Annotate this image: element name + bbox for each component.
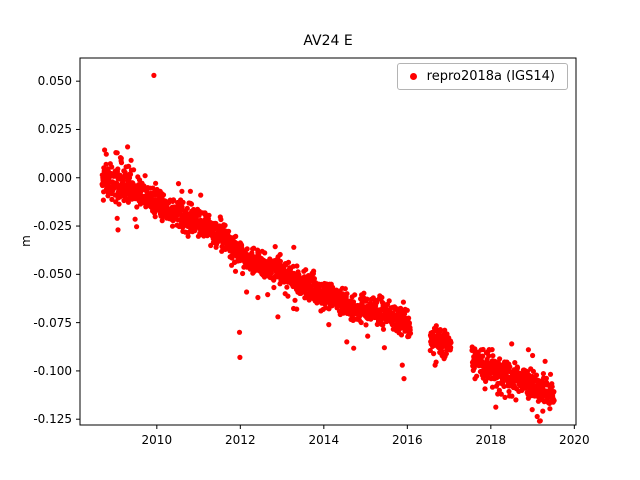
x-tick-label: 2020	[559, 433, 590, 447]
legend: repro2018a (IGS14)	[396, 63, 568, 90]
y-tick-label: -0.125	[33, 412, 72, 427]
legend-label: repro2018a (IGS14)	[426, 69, 555, 84]
x-tick-label: 2018	[475, 433, 507, 447]
x-tick-label: 2012	[225, 433, 256, 447]
legend-marker-dot-icon	[409, 73, 417, 80]
scatter-series	[99, 72, 557, 424]
chart-title: AV24 E	[303, 33, 353, 49]
axes-frame	[79, 57, 577, 426]
x-tick-label: 2014	[308, 433, 340, 447]
y-tick-label: 0.050	[37, 74, 72, 89]
x-tick-label: 2016	[392, 433, 423, 447]
y-tick-label: -0.025	[33, 219, 72, 234]
y-tick-label: 0.000	[37, 170, 72, 185]
y-tick-label: -0.075	[33, 315, 72, 330]
y-tick-label: -0.050	[33, 267, 72, 282]
y-axis-label: m	[19, 235, 33, 247]
y-tick-label: -0.100	[33, 363, 72, 378]
x-tick-label: 2010	[141, 433, 173, 447]
y-tick-label: 0.025	[37, 122, 72, 137]
